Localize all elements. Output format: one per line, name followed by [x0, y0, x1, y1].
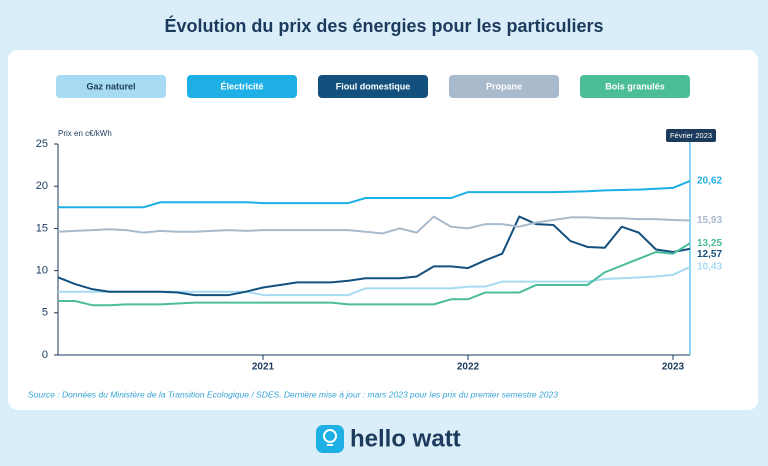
end-label: 13,25 — [697, 238, 722, 249]
end-label: 15,93 — [697, 215, 722, 226]
plot: 0 5 10 15 20 25 2021 2022 2023 Février 2023 Gaz na… — [36, 75, 722, 373]
legend-pill — [56, 75, 166, 98]
end-label: 20,62 — [697, 176, 722, 187]
end-label: 10,43 — [697, 262, 722, 273]
legend-pill — [187, 75, 297, 98]
annotation-box — [666, 129, 716, 142]
legend-pill — [318, 75, 428, 98]
legend-label: Électricité — [220, 81, 263, 91]
y-tick-label: 10 — [36, 265, 48, 277]
legend-pill — [449, 75, 559, 98]
series-line — [58, 180, 691, 209]
legend-label: Gaz naturel — [86, 81, 135, 91]
chart-title: Évolution du prix des énergies pour les … — [164, 15, 603, 36]
annotation-label: Février 2023 — [670, 131, 712, 140]
legend-label: Fioul domestique — [336, 81, 411, 91]
y-tick-label: 5 — [42, 307, 48, 319]
y-tick-label: 20 — [36, 180, 48, 192]
x-tick-label: 2023 — [662, 362, 685, 373]
logo-icon — [316, 425, 344, 453]
y-tick-label: 15 — [36, 222, 48, 234]
end-label: 12,57 — [697, 249, 722, 260]
y-tick-label: 0 — [42, 349, 48, 361]
y-axis-label: Prix en c€/kWh — [58, 129, 112, 138]
series-line — [57, 215, 691, 297]
logo-text: hello watt — [350, 425, 461, 452]
series-line — [58, 242, 691, 307]
x-tick-label: 2021 — [252, 362, 275, 373]
card — [8, 50, 758, 410]
y-tick-label: 25 — [36, 138, 48, 150]
source: Source : Données du Ministère de la Tran… — [28, 389, 558, 399]
series-line — [57, 215, 691, 235]
legend-label: Propane — [486, 81, 522, 91]
legend-label: Bois granulés — [605, 81, 665, 91]
x-tick-label: 2022 — [457, 362, 480, 373]
logo-bulb — [323, 429, 337, 443]
legend-pill — [580, 75, 690, 98]
